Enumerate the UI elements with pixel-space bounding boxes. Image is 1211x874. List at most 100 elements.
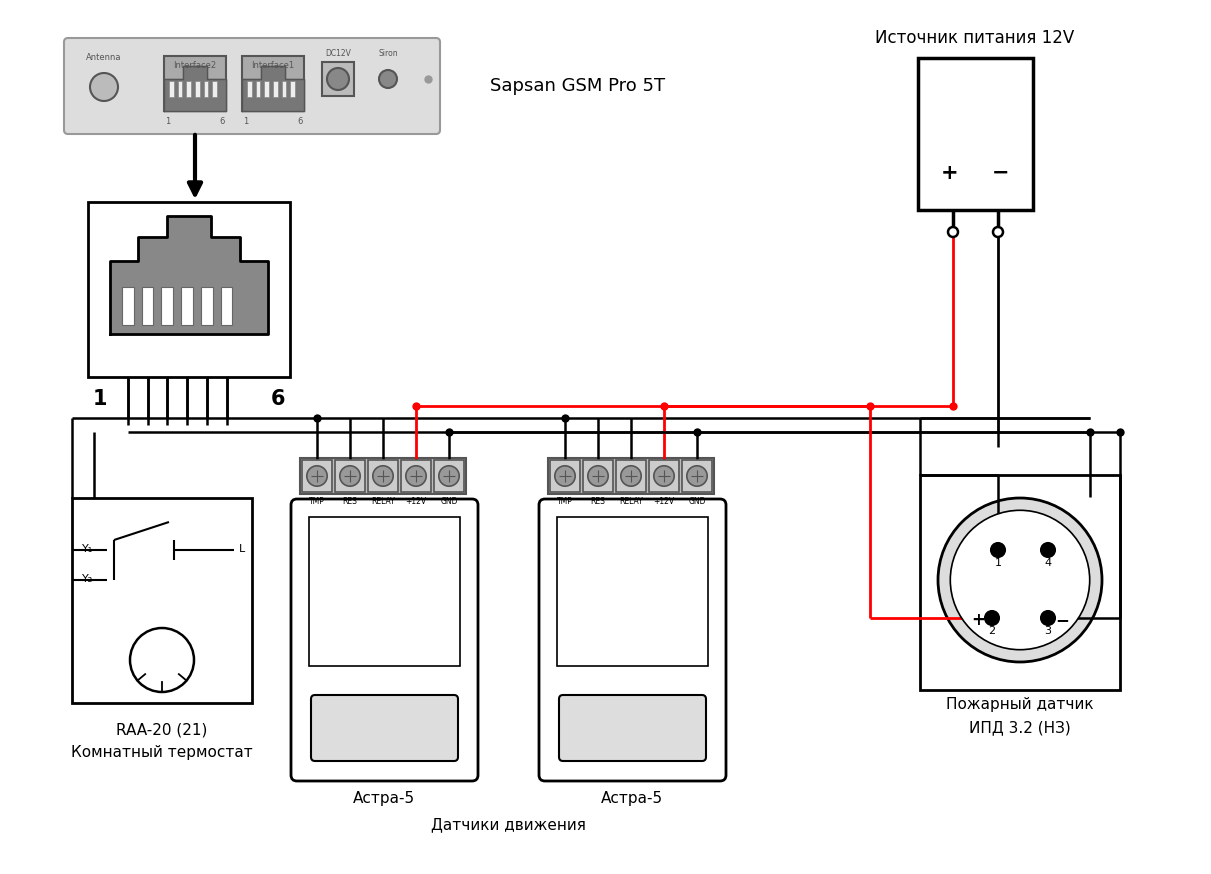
Bar bbox=[242, 56, 304, 111]
Bar bbox=[170, 80, 173, 97]
Text: +12V: +12V bbox=[654, 497, 675, 507]
Text: +: + bbox=[941, 163, 959, 183]
Bar bbox=[282, 80, 287, 97]
Bar bbox=[88, 202, 289, 377]
Text: +12V: +12V bbox=[406, 497, 426, 507]
Circle shape bbox=[939, 498, 1102, 662]
Bar bbox=[212, 80, 217, 97]
Bar bbox=[549, 458, 714, 494]
Bar bbox=[272, 80, 277, 97]
Circle shape bbox=[587, 466, 608, 486]
Bar bbox=[918, 58, 1033, 210]
Text: 6: 6 bbox=[271, 389, 286, 409]
Bar bbox=[71, 498, 252, 703]
Text: +: + bbox=[971, 611, 985, 629]
Text: Датчики движения: Датчики движения bbox=[431, 817, 585, 833]
Text: RES: RES bbox=[343, 497, 357, 507]
FancyBboxPatch shape bbox=[539, 499, 727, 781]
Bar bbox=[178, 80, 183, 97]
Circle shape bbox=[327, 68, 349, 90]
Bar bbox=[182, 287, 193, 324]
Bar bbox=[302, 460, 332, 492]
Text: DC12V: DC12V bbox=[325, 50, 351, 59]
Circle shape bbox=[985, 611, 999, 625]
Bar bbox=[557, 517, 708, 665]
Bar bbox=[186, 80, 191, 97]
Circle shape bbox=[1041, 543, 1055, 557]
Text: 1: 1 bbox=[243, 116, 248, 126]
Circle shape bbox=[654, 466, 675, 486]
Circle shape bbox=[948, 227, 958, 237]
Text: Астра-5: Астра-5 bbox=[601, 792, 664, 807]
Text: Источник питания 12V: Источник питания 12V bbox=[876, 29, 1074, 47]
FancyBboxPatch shape bbox=[64, 38, 440, 134]
Text: −: − bbox=[1055, 611, 1069, 629]
Polygon shape bbox=[242, 66, 304, 111]
Circle shape bbox=[373, 466, 394, 486]
Circle shape bbox=[406, 466, 426, 486]
Text: 4: 4 bbox=[1044, 558, 1051, 568]
Text: 2: 2 bbox=[988, 626, 995, 636]
Circle shape bbox=[306, 466, 327, 486]
Bar bbox=[203, 80, 208, 97]
Text: Пожарный датчик: Пожарный датчик bbox=[946, 697, 1094, 711]
Text: 1: 1 bbox=[994, 558, 1001, 568]
Bar bbox=[300, 458, 466, 494]
Text: Y₂: Y₂ bbox=[82, 574, 93, 584]
Circle shape bbox=[621, 466, 641, 486]
Text: RELAY: RELAY bbox=[619, 497, 643, 507]
Polygon shape bbox=[110, 216, 268, 334]
Bar bbox=[434, 460, 464, 492]
Bar bbox=[201, 287, 213, 324]
Text: Interface2: Interface2 bbox=[173, 61, 217, 71]
Bar bbox=[920, 475, 1120, 690]
Text: 1: 1 bbox=[166, 116, 171, 126]
Bar bbox=[401, 460, 431, 492]
Text: Y₁: Y₁ bbox=[82, 544, 93, 554]
Bar bbox=[582, 460, 613, 492]
Text: L: L bbox=[239, 544, 245, 554]
Text: Antenna: Antenna bbox=[86, 52, 122, 61]
Text: Siron: Siron bbox=[378, 50, 397, 59]
Text: TMP: TMP bbox=[309, 497, 325, 507]
Text: TMP: TMP bbox=[557, 497, 573, 507]
Text: ИПД 3.2 (НЗ): ИПД 3.2 (НЗ) bbox=[969, 720, 1071, 736]
Circle shape bbox=[993, 227, 1003, 237]
Text: −: − bbox=[992, 163, 1010, 183]
Text: 6: 6 bbox=[219, 116, 225, 126]
Text: Астра-5: Астра-5 bbox=[352, 792, 415, 807]
Text: RAA-20 (21): RAA-20 (21) bbox=[116, 723, 208, 738]
Bar bbox=[550, 460, 580, 492]
Bar bbox=[291, 80, 295, 97]
Circle shape bbox=[1041, 611, 1055, 625]
Text: Sapsan GSM Pro 5T: Sapsan GSM Pro 5T bbox=[490, 77, 665, 95]
Text: 1: 1 bbox=[93, 389, 108, 409]
Bar bbox=[322, 62, 354, 96]
Bar bbox=[161, 287, 173, 324]
Bar bbox=[309, 517, 460, 665]
Bar bbox=[616, 460, 645, 492]
Circle shape bbox=[379, 70, 397, 88]
Circle shape bbox=[438, 466, 459, 486]
Circle shape bbox=[130, 628, 194, 692]
Circle shape bbox=[687, 466, 707, 486]
Bar bbox=[264, 80, 269, 97]
Bar bbox=[195, 80, 200, 97]
Circle shape bbox=[340, 466, 360, 486]
Text: GND: GND bbox=[441, 497, 458, 507]
FancyBboxPatch shape bbox=[291, 499, 478, 781]
Text: RES: RES bbox=[591, 497, 606, 507]
Bar bbox=[122, 287, 133, 324]
Bar bbox=[163, 56, 226, 111]
FancyBboxPatch shape bbox=[559, 695, 706, 761]
Text: Комнатный термостат: Комнатный термостат bbox=[71, 746, 253, 760]
Bar bbox=[649, 460, 679, 492]
Text: 3: 3 bbox=[1045, 626, 1051, 636]
Bar bbox=[256, 80, 260, 97]
Circle shape bbox=[90, 73, 117, 101]
Circle shape bbox=[951, 510, 1090, 649]
Text: RELAY: RELAY bbox=[371, 497, 395, 507]
Circle shape bbox=[991, 543, 1005, 557]
Bar bbox=[247, 80, 252, 97]
FancyBboxPatch shape bbox=[311, 695, 458, 761]
